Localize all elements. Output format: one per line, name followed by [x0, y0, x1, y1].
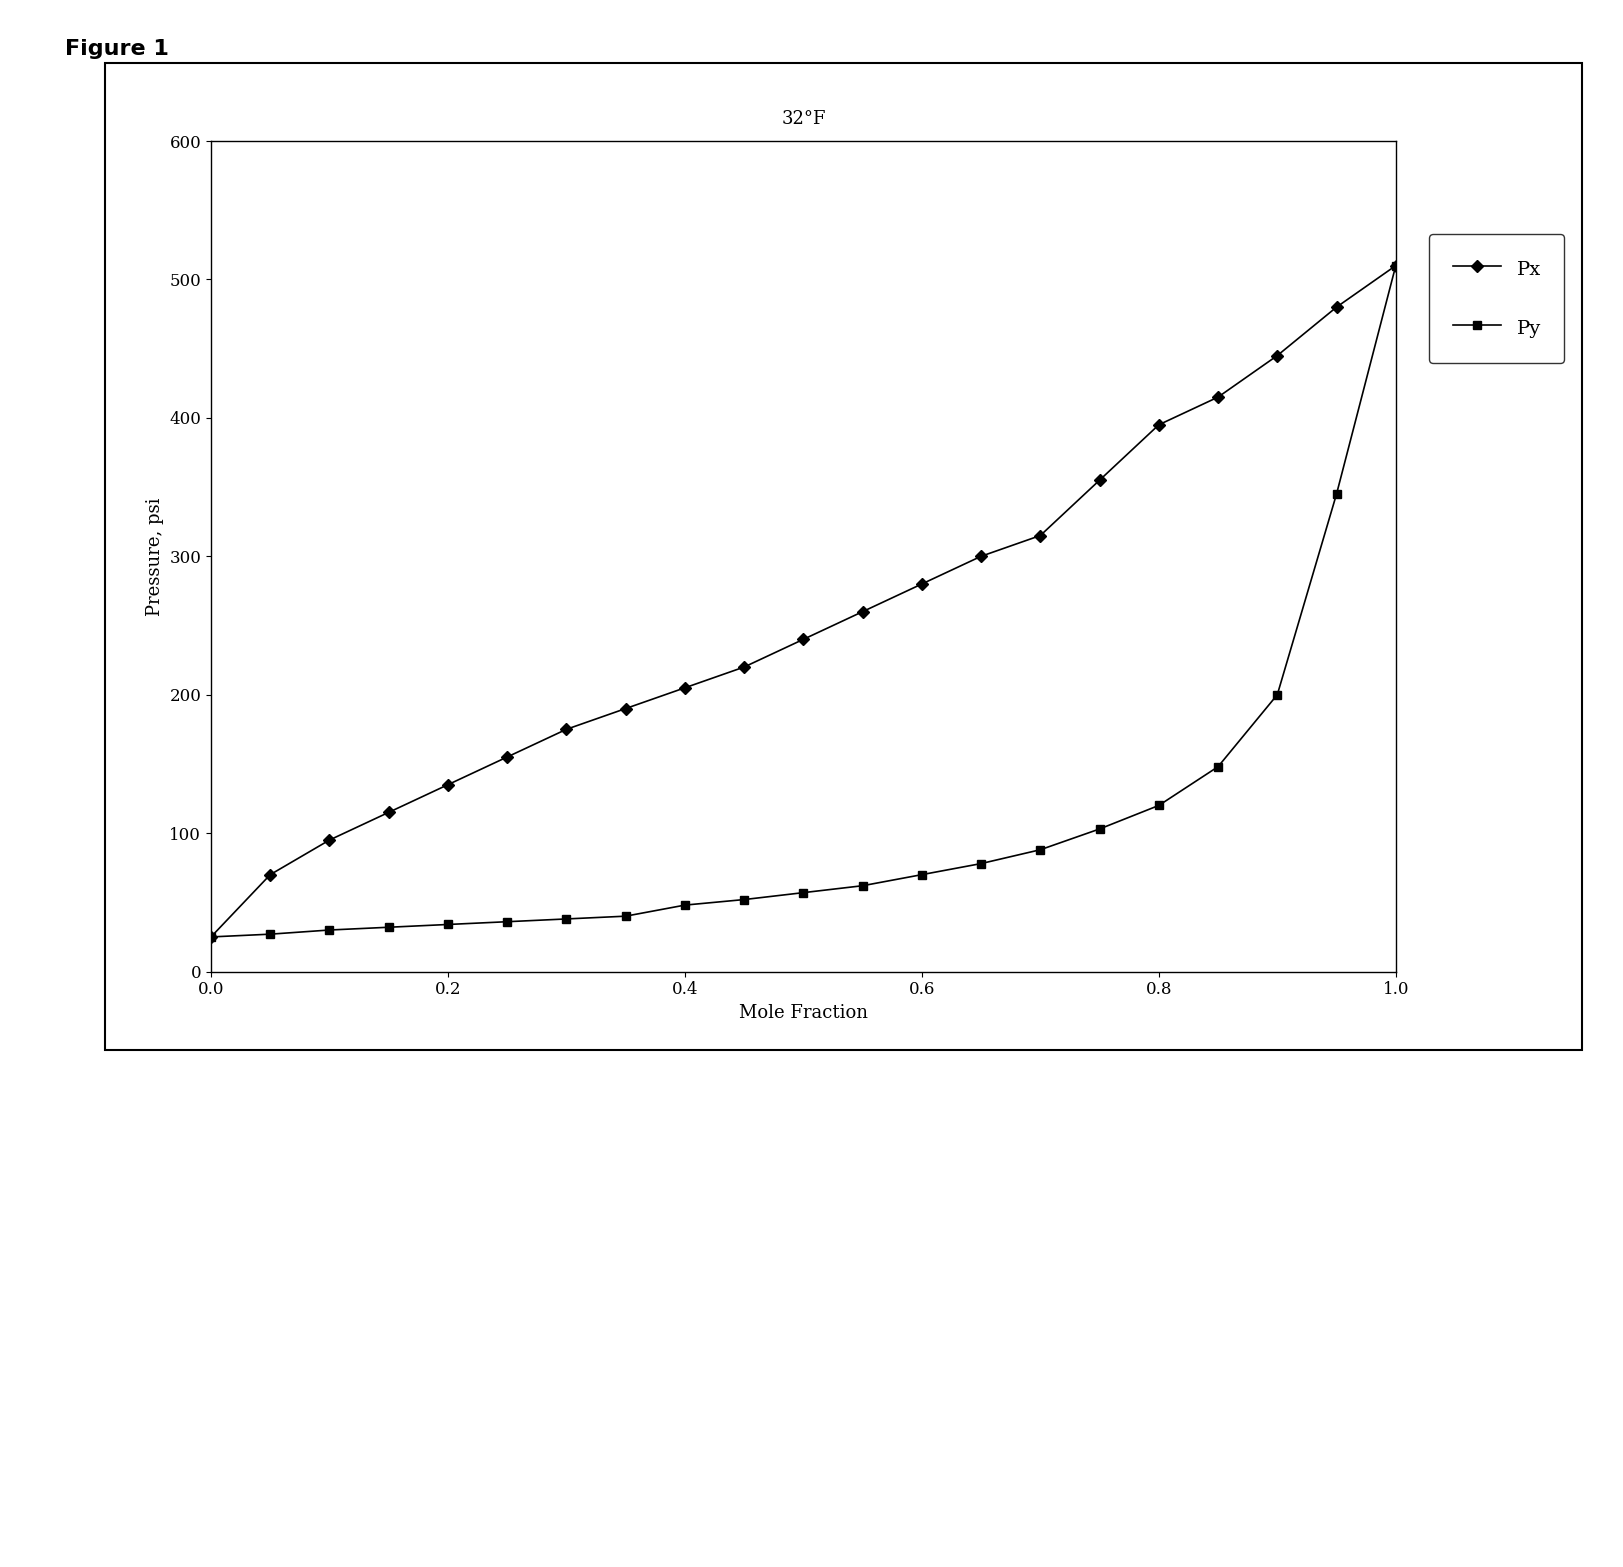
- X-axis label: Mole Fraction: Mole Fraction: [738, 1004, 868, 1022]
- Py: [912, 865, 932, 884]
- Py: [854, 876, 873, 895]
- Px: [1208, 387, 1227, 406]
- Legend: Px, Py: Px, Py: [1430, 233, 1565, 364]
- Py: [1386, 255, 1406, 274]
- Y-axis label: Pressure, psi: Pressure, psi: [146, 497, 164, 616]
- Py: [261, 925, 281, 943]
- Line: Py: Py: [206, 262, 1401, 942]
- Line: Px: Px: [206, 262, 1401, 942]
- Px: [1386, 255, 1406, 274]
- Px: [1031, 527, 1050, 545]
- Px: [261, 865, 281, 884]
- Py: [794, 884, 813, 903]
- Px: [617, 699, 636, 718]
- Py: [1208, 757, 1227, 776]
- Px: [854, 602, 873, 621]
- Py: [1031, 840, 1050, 859]
- Px: [794, 630, 813, 649]
- Py: [675, 896, 695, 915]
- Py: [557, 909, 576, 928]
- Py: [1149, 796, 1169, 815]
- Px: [1091, 470, 1110, 489]
- Px: [675, 679, 695, 697]
- Px: [378, 802, 399, 821]
- Px: [497, 747, 516, 766]
- Py: [438, 915, 458, 934]
- Px: [438, 776, 458, 794]
- Title: 32°F: 32°F: [781, 110, 826, 128]
- Py: [201, 928, 221, 946]
- Px: [912, 575, 932, 594]
- Px: [201, 928, 221, 946]
- Py: [971, 854, 990, 873]
- Py: [320, 920, 339, 939]
- Text: Figure 1: Figure 1: [65, 39, 169, 60]
- Py: [497, 912, 516, 931]
- Px: [1268, 346, 1287, 365]
- Px: [734, 658, 753, 677]
- Px: [320, 831, 339, 849]
- Py: [1326, 484, 1345, 503]
- Py: [617, 907, 636, 926]
- Py: [1268, 685, 1287, 704]
- Py: [378, 918, 399, 937]
- Py: [734, 890, 753, 909]
- Py: [1091, 820, 1110, 838]
- Px: [1149, 415, 1169, 434]
- Px: [557, 719, 576, 738]
- Px: [1326, 298, 1345, 317]
- Px: [971, 547, 990, 566]
